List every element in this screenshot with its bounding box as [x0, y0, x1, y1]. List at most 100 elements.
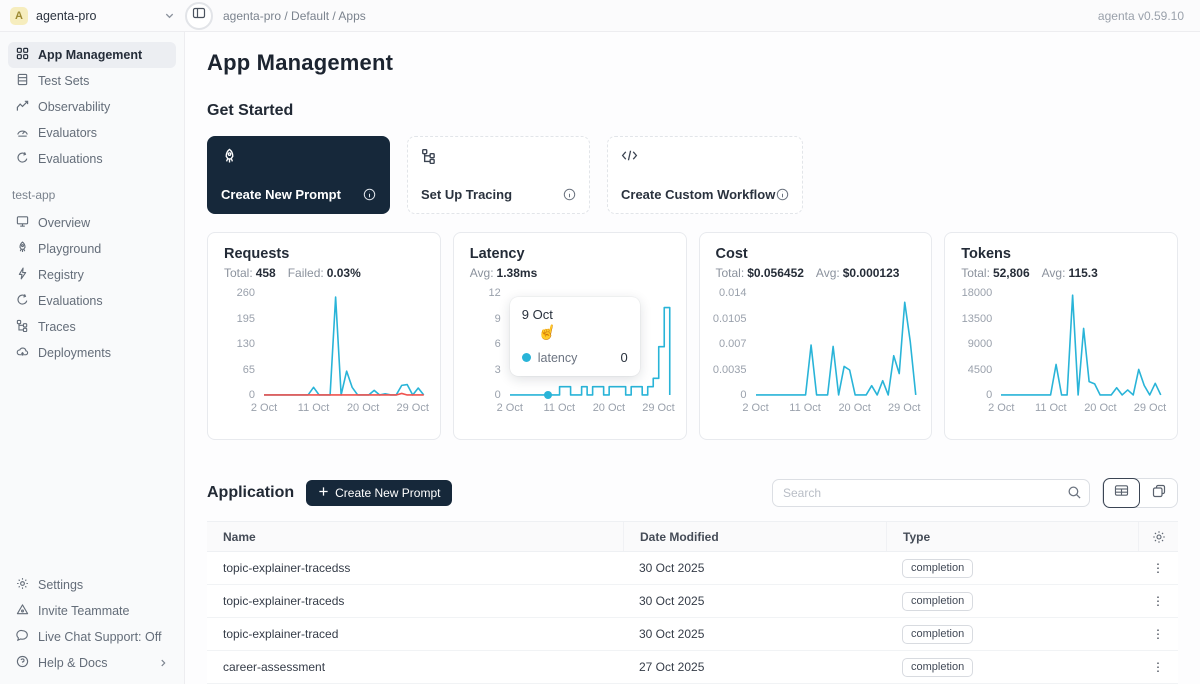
row-menu-dots-icon[interactable]: ⋮ — [1138, 660, 1178, 674]
sidebar-item-help-docs[interactable]: Help & Docs — [8, 650, 176, 676]
sidebar-item-playground[interactable]: Playground — [8, 236, 176, 262]
table-row[interactable]: topic-explainer-traceds 30 Oct 2025 comp… — [207, 585, 1178, 618]
table-header-row: Name Date Modified Type — [207, 521, 1178, 552]
tooltip-value: 0 — [621, 350, 628, 365]
requests-chart-card: Requests Total:458 Failed:0.03% 26019513… — [207, 232, 441, 440]
sidebar-collapse-button[interactable] — [185, 2, 213, 30]
sidebar-item-label: Settings — [38, 578, 168, 592]
help-icon — [16, 655, 29, 671]
refresh-icon — [16, 151, 29, 167]
sidebar-item-label: Observability — [38, 100, 168, 114]
create-custom-workflow-card[interactable]: Create Custom Workflow — [607, 136, 803, 214]
type-badge: completion — [902, 625, 973, 644]
sidebar-item-overview[interactable]: Overview — [8, 210, 176, 236]
trace-tree-icon — [421, 148, 576, 164]
chat-icon — [16, 629, 29, 645]
table-row[interactable]: career-assessment 27 Oct 2025 completion… — [207, 651, 1178, 684]
breadcrumb[interactable]: agenta-pro / Default / Apps — [223, 9, 366, 23]
sidebar-item-label: Evaluators — [38, 126, 168, 140]
row-menu-dots-icon[interactable]: ⋮ — [1138, 594, 1178, 608]
application-heading: Application — [207, 484, 294, 502]
sidebar-item-label: Evaluations — [38, 294, 168, 308]
tooltip-date: 9 Oct — [522, 307, 628, 322]
row-menu-dots-icon[interactable]: ⋮ — [1138, 561, 1178, 575]
get-started-heading: Get Started — [207, 102, 1178, 120]
sidebar-item-test-sets[interactable]: Test Sets — [8, 68, 176, 94]
chart-stats: Avg:1.38ms — [470, 266, 670, 280]
workspace-selector[interactable]: A agenta-pro — [0, 7, 185, 25]
sidebar-item-label: Live Chat Support: Off — [38, 630, 168, 644]
search-input[interactable] — [772, 479, 1090, 507]
x-axis-labels: 2 Oct11 Oct20 Oct29 Oct — [1001, 396, 1161, 414]
card-label: Set Up Tracing — [421, 187, 512, 202]
type-badge: completion — [902, 658, 973, 677]
x-axis-labels: 2 Oct11 Oct20 Oct29 Oct — [510, 396, 670, 414]
line-chart-plot[interactable] — [756, 292, 916, 396]
sidebar-item-label: Test Sets — [38, 74, 168, 88]
table-view-button[interactable] — [1103, 478, 1140, 508]
sidebar-item-invite-teammate[interactable]: Invite Teammate — [8, 598, 176, 624]
trace-tree-icon — [16, 319, 29, 335]
sidebar-item-evaluations[interactable]: Evaluations — [8, 146, 176, 172]
series-dot — [522, 353, 531, 362]
sidebar-item-registry[interactable]: Registry — [8, 262, 176, 288]
table-view-icon — [1114, 484, 1129, 502]
column-header-name[interactable]: Name — [207, 522, 623, 551]
cost-chart-card: Cost Total:$0.056452 Avg:$0.000123 0.014… — [699, 232, 933, 440]
card-label: Create New Prompt — [221, 187, 341, 202]
panel-left-icon — [192, 6, 206, 25]
y-axis-labels: 1800013500900045000 — [961, 287, 1001, 401]
chart-title: Requests — [224, 246, 424, 262]
sidebar-item-live-chat[interactable]: Live Chat Support: Off — [8, 624, 176, 650]
line-chart-plot[interactable] — [1001, 292, 1161, 396]
chart-stats: Total:$0.056452 Avg:$0.000123 — [716, 266, 916, 280]
date-modified: 30 Oct 2025 — [623, 627, 886, 641]
sidebar-item-traces[interactable]: Traces — [8, 314, 176, 340]
chart-title: Cost — [716, 246, 916, 262]
sidebar-item-app-management[interactable]: App Management — [8, 42, 176, 68]
plus-icon — [318, 486, 329, 500]
line-chart-plot[interactable] — [264, 292, 424, 396]
refresh-icon — [16, 293, 29, 309]
info-icon[interactable] — [776, 188, 789, 201]
create-new-prompt-button[interactable]: Create New Prompt — [306, 480, 452, 506]
sidebar-item-settings[interactable]: Settings — [8, 572, 176, 598]
y-axis-labels: 260195130650 — [224, 287, 264, 401]
invite-icon — [16, 603, 29, 619]
sidebar-item-deployments[interactable]: Deployments — [8, 340, 176, 366]
sidebar-item-evaluators[interactable]: Evaluators — [8, 120, 176, 146]
code-icon — [621, 148, 789, 163]
column-header-date-modified[interactable]: Date Modified — [623, 522, 886, 551]
table-settings-gear-icon[interactable] — [1138, 522, 1178, 551]
card-view-button[interactable] — [1140, 478, 1177, 508]
create-new-prompt-card[interactable]: Create New Prompt — [207, 136, 390, 214]
app-name: topic-explainer-traceds — [207, 594, 623, 608]
y-axis-labels: 0.0140.01050.0070.00350 — [716, 287, 756, 401]
chart-title: Tokens — [961, 246, 1161, 262]
workspace-name: agenta-pro — [36, 9, 156, 23]
main-content: App Management Get Started Create New Pr… — [185, 32, 1200, 684]
date-modified: 30 Oct 2025 — [623, 594, 886, 608]
observability-icon — [16, 99, 29, 115]
search-icon[interactable] — [1067, 485, 1082, 505]
table-row[interactable]: topic-explainer-traced 30 Oct 2025 compl… — [207, 618, 1178, 651]
set-up-tracing-card[interactable]: Set Up Tracing — [407, 136, 590, 214]
info-icon[interactable] — [363, 188, 376, 201]
info-icon[interactable] — [563, 188, 576, 201]
sidebar-item-observability[interactable]: Observability — [8, 94, 176, 120]
row-menu-dots-icon[interactable]: ⋮ — [1138, 627, 1178, 641]
sidebar-item-label: Deployments — [38, 346, 168, 360]
x-axis-labels: 2 Oct11 Oct20 Oct29 Oct — [264, 396, 424, 414]
cloud-icon — [16, 345, 29, 361]
sidebar-item-evaluations-app[interactable]: Evaluations — [8, 288, 176, 314]
app-name: topic-explainer-tracedss — [207, 561, 623, 575]
tooltip-series-name: latency — [538, 351, 578, 365]
column-header-type[interactable]: Type — [886, 522, 1138, 551]
sidebar-item-label: Registry — [38, 268, 168, 282]
date-modified: 30 Oct 2025 — [623, 561, 886, 575]
sidebar-item-label: Playground — [38, 242, 168, 256]
app-name: career-assessment — [207, 660, 623, 674]
sidebar-item-label: Evaluations — [38, 152, 168, 166]
applications-table: Name Date Modified Type topic-explainer-… — [207, 521, 1178, 684]
table-row[interactable]: topic-explainer-tracedss 30 Oct 2025 com… — [207, 552, 1178, 585]
